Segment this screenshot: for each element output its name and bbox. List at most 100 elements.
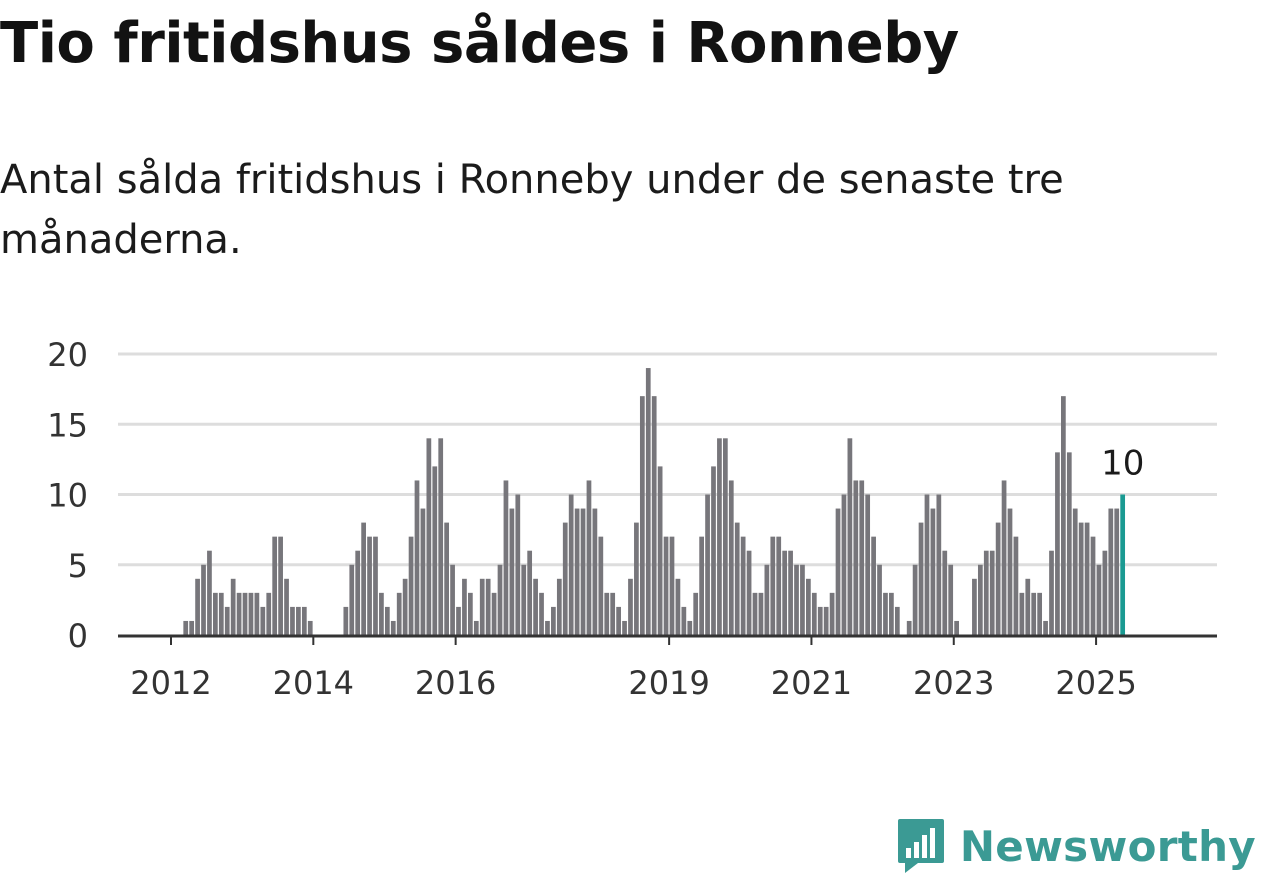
bar — [491, 592, 497, 635]
bar — [977, 564, 983, 635]
bar — [610, 592, 616, 635]
bar — [604, 592, 610, 635]
bar — [592, 508, 598, 635]
x-tick-label: 2016 — [415, 664, 496, 702]
bar — [782, 550, 788, 635]
bar — [847, 438, 853, 635]
bar — [829, 592, 835, 635]
bar — [788, 550, 793, 635]
y-axis-tick-labels: 0 5 10 15 20 — [47, 336, 88, 655]
bar — [456, 606, 461, 635]
bar — [948, 564, 954, 635]
bar — [711, 466, 716, 635]
bar — [675, 578, 681, 635]
bar — [408, 536, 414, 635]
bar — [811, 592, 817, 635]
bar — [639, 396, 645, 635]
bar — [290, 606, 295, 635]
bar — [894, 606, 900, 635]
bar — [859, 480, 865, 635]
bar — [402, 578, 408, 635]
bar — [681, 606, 687, 635]
bars — [183, 368, 1126, 635]
x-tick-label: 2025 — [1055, 664, 1136, 702]
bar — [918, 522, 924, 635]
x-tick-label: 2019 — [628, 664, 709, 702]
bar — [189, 620, 195, 635]
bar — [1084, 522, 1090, 635]
bar — [432, 466, 438, 635]
x-tick-label: 2023 — [913, 664, 994, 702]
bar — [717, 438, 722, 635]
bar — [301, 606, 307, 635]
bar — [645, 368, 651, 635]
bar — [823, 606, 829, 635]
bar — [242, 592, 248, 635]
bar — [1031, 592, 1037, 635]
bar — [865, 494, 871, 635]
bar — [254, 592, 260, 635]
bar — [527, 550, 533, 635]
bar — [497, 564, 503, 635]
bar — [462, 578, 467, 635]
bar — [1114, 508, 1120, 635]
bar — [776, 536, 782, 635]
brand-logo: Newsworthy — [896, 817, 1256, 875]
bar — [414, 480, 420, 635]
bar — [568, 494, 574, 635]
bar — [889, 592, 894, 635]
bar — [379, 592, 384, 635]
bar — [942, 550, 948, 635]
bar — [1078, 522, 1084, 635]
bar — [384, 606, 390, 635]
bar — [503, 480, 509, 635]
y-tick-label: 20 — [47, 336, 88, 374]
bar — [373, 536, 378, 635]
bar — [705, 494, 710, 635]
bar — [1019, 592, 1025, 635]
bar — [1061, 396, 1066, 635]
bar — [420, 508, 426, 635]
bar — [278, 536, 283, 635]
bar — [983, 550, 989, 635]
bar — [634, 522, 639, 635]
bar — [248, 592, 254, 635]
bar — [1043, 620, 1048, 635]
bar — [396, 592, 402, 635]
bar — [349, 564, 355, 635]
bar — [580, 508, 586, 635]
bar — [509, 508, 515, 635]
bar — [734, 522, 740, 635]
bar — [1072, 508, 1078, 635]
bar — [224, 606, 230, 635]
y-tick-label: 10 — [47, 477, 88, 515]
bar — [1007, 508, 1013, 635]
bar — [912, 564, 918, 635]
bar — [1037, 592, 1043, 635]
bar — [740, 536, 746, 635]
chart-subtitle: Antal sålda fritidshus i Ronneby under d… — [0, 157, 1064, 263]
bar — [906, 620, 912, 635]
bar — [272, 536, 278, 635]
newsworthy-logo-icon — [897, 819, 944, 873]
bar — [616, 606, 621, 635]
bar — [628, 578, 633, 635]
bar — [883, 592, 888, 635]
x-tick-label: 2021 — [771, 664, 852, 702]
bar — [426, 438, 432, 635]
bar — [1025, 578, 1031, 635]
bar — [1066, 452, 1072, 635]
bar — [195, 578, 200, 635]
y-tick-label: 5 — [68, 547, 88, 585]
bar — [936, 494, 942, 635]
bar — [284, 578, 289, 635]
bar — [539, 592, 544, 635]
bar — [722, 438, 728, 635]
bar — [651, 396, 657, 635]
bar — [841, 494, 847, 635]
bar — [657, 466, 663, 635]
bar — [551, 606, 556, 635]
bar — [853, 480, 859, 635]
bar — [450, 564, 455, 635]
bar — [806, 578, 811, 635]
